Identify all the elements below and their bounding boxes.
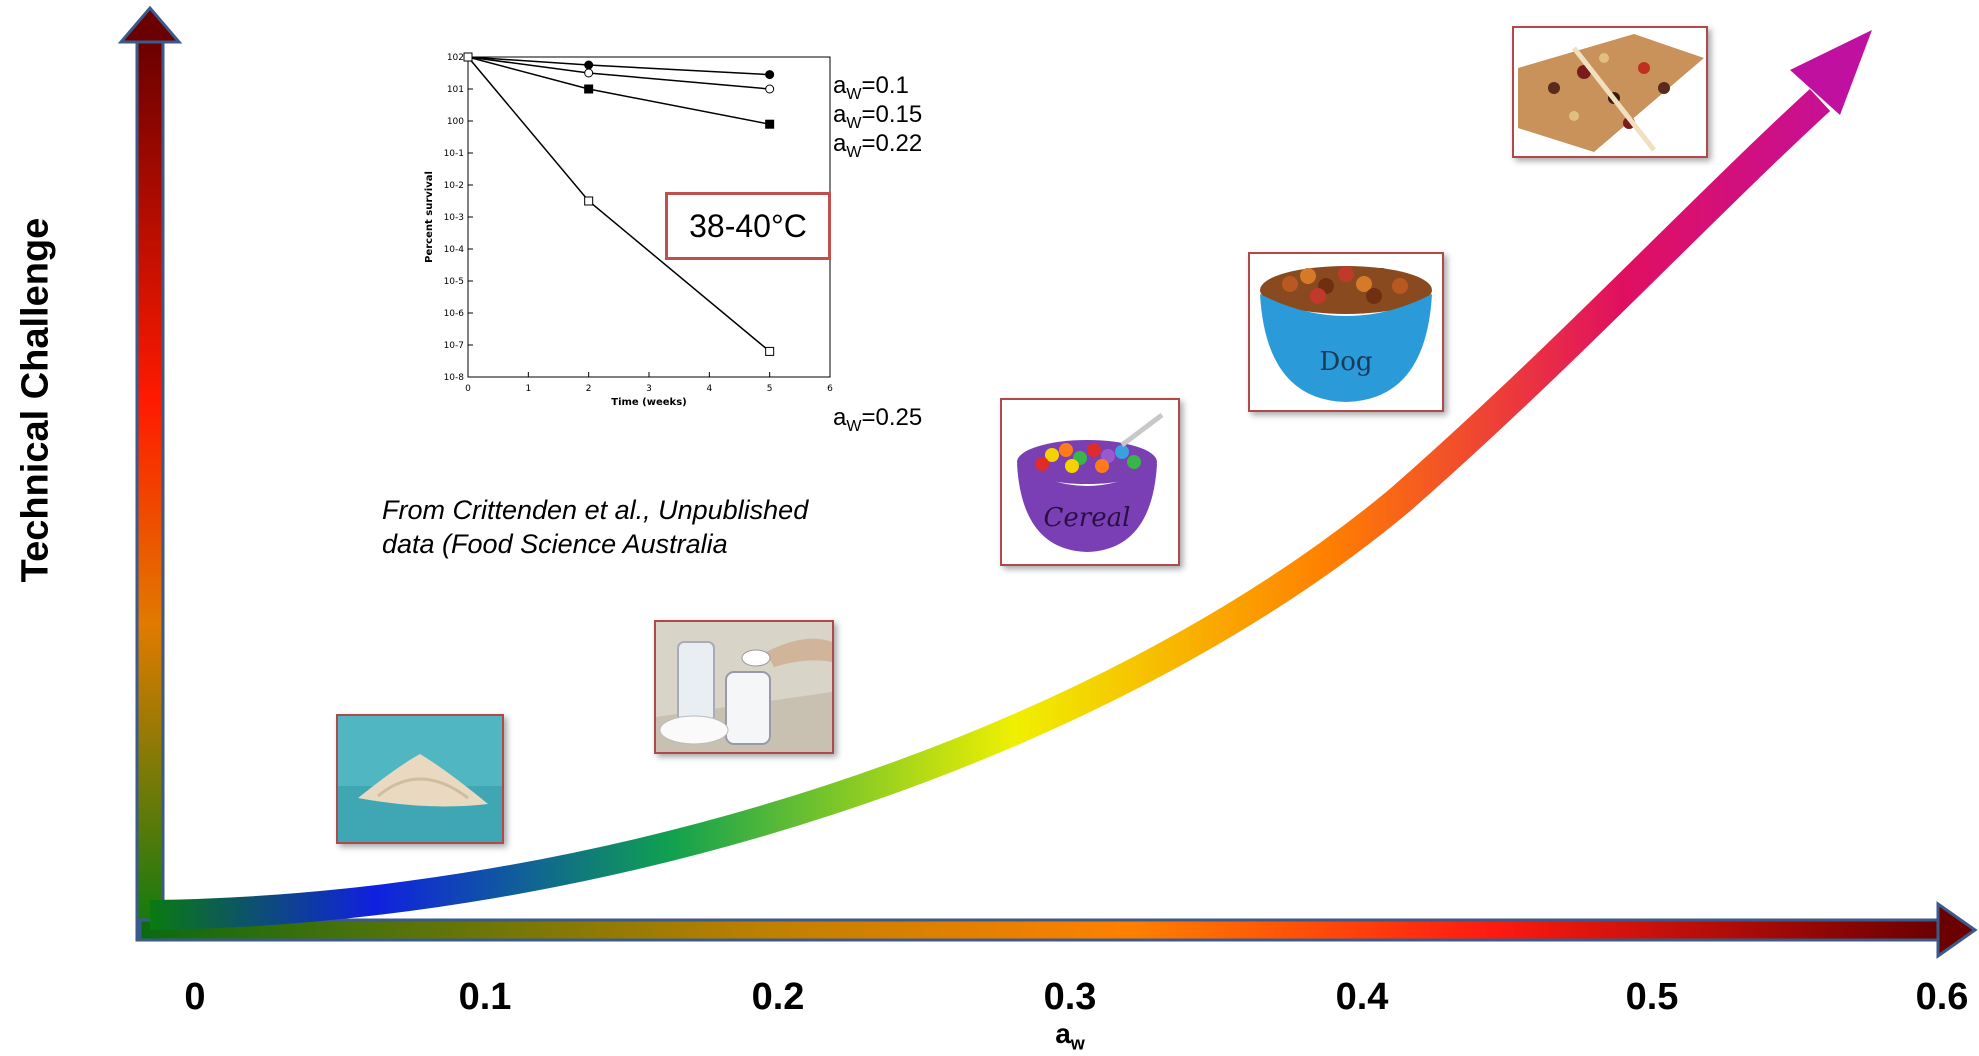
inset-x-tick-label: 5	[767, 384, 773, 394]
inset-y-tick-label: 10-1	[444, 149, 464, 159]
x-tick-0: 0	[184, 976, 206, 1018]
citation: From Crittenden et al., Unpublished data…	[382, 493, 942, 561]
dog-food-bowl-photo: Dog	[1248, 252, 1444, 412]
inset-y-tick-label: 10-5	[444, 277, 464, 287]
inset-y-tick-label: 10-4	[444, 245, 465, 255]
inset-point	[765, 70, 775, 80]
inset-y-tick-label: 101	[447, 85, 464, 95]
inset-x-tick-label: 4	[706, 384, 712, 394]
inset-x-tick-label: 3	[646, 384, 652, 394]
series-label-1: aW=0.15	[833, 101, 923, 132]
inset-y-tick-label: 10-3	[444, 213, 464, 223]
y-axis-label: Technical Challenge	[14, 217, 57, 583]
temperature-callout: 38-40°C	[665, 192, 831, 260]
x-axis-label: aw	[1055, 1018, 1085, 1054]
inset-point	[584, 60, 594, 70]
x-tick-4: 0.4	[1335, 976, 1389, 1018]
series-label-2: aW=0.22	[833, 130, 923, 161]
inset-x-tick-label: 1	[525, 384, 531, 394]
inset-y-tick-label: 10-8	[444, 373, 465, 383]
inset-y-axis-label: Percent survival	[424, 171, 435, 263]
dog-food-bowl-text: Dog	[1319, 347, 1372, 377]
inset-x-axis-label: Time (weeks)	[611, 397, 686, 408]
inset-point	[584, 84, 594, 94]
x-tick-1: 0.1	[458, 976, 512, 1018]
inset-point	[463, 52, 473, 62]
cereal-bowl-photo: Cereal	[1000, 398, 1180, 566]
citation-line-1: From Crittenden et al., Unpublished	[382, 495, 809, 525]
inset-x-tick-label: 2	[586, 384, 592, 394]
powder-photo	[336, 714, 504, 844]
x-tick-6: 0.6	[1915, 976, 1969, 1018]
series-label-3: aW=0.25	[833, 404, 923, 435]
x-tick-3: 0.3	[1043, 976, 1097, 1018]
inset-y-tick-label: 10-2	[444, 181, 464, 191]
inset-point	[765, 346, 775, 356]
inset-y-tick-label: 10-7	[444, 341, 464, 351]
y-axis-arrow	[117, 5, 183, 942]
inset-y-tick-label: 100	[447, 117, 464, 127]
x-tick-2: 0.2	[751, 976, 805, 1018]
inset-x-tick-label: 6	[827, 384, 833, 394]
citation-line-2: data (Food Science Australia	[382, 529, 728, 559]
inset-point	[584, 68, 594, 78]
inset-x-tick-label: 0	[465, 384, 471, 394]
technical-challenge-curve	[149, 30, 1872, 930]
x-tick-5: 0.5	[1625, 976, 1679, 1018]
infant-formula-photo	[654, 620, 834, 754]
inset-y-tick-label: 10-6	[444, 309, 465, 319]
x-axis-arrow	[138, 901, 1978, 959]
inset-point	[584, 196, 594, 206]
inset-point	[765, 119, 775, 129]
series-label-0: aW=0.1	[833, 72, 909, 103]
y-axis-label-wrap: Technical Challenge	[6, 140, 66, 660]
inset-y-tick-label: 102	[447, 53, 464, 63]
granola-bar-photo	[1512, 26, 1708, 158]
cereal-bowl-text: Cereal	[1044, 503, 1131, 533]
inset-point	[765, 84, 775, 94]
